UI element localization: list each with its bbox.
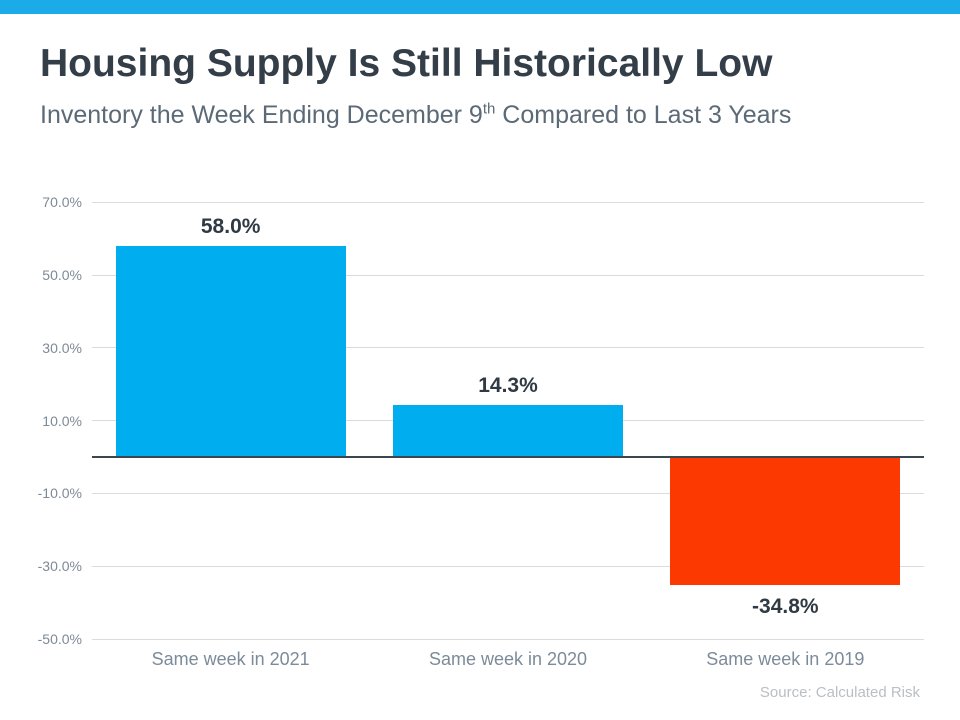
zero-axis-line: [92, 456, 924, 458]
gridline: [92, 201, 924, 203]
bar-value-label: 14.3%: [478, 373, 538, 397]
y-axis-tick-label: -50.0%: [37, 631, 82, 647]
gridline: [92, 638, 924, 640]
x-axis-label: Same week in 2021: [151, 649, 310, 669]
source-note: Source: Calculated Risk: [759, 684, 920, 701]
y-axis-tick-label: -10.0%: [37, 485, 82, 502]
y-axis-tick-label: 50.0%: [42, 267, 82, 283]
bar-2: [393, 404, 623, 457]
subtitle-superscript: th: [482, 100, 496, 118]
x-axis-label: Same week in 2019: [706, 649, 865, 669]
subtitle-text-after: Compared to Last 3 Years: [495, 101, 792, 129]
gridline: [92, 274, 924, 276]
bar-3: [670, 458, 901, 585]
gridline: [92, 347, 924, 349]
y-axis-tick-label: 10.0%: [42, 412, 82, 429]
gridline: [92, 565, 924, 567]
x-axis-label: Same week in 2020: [428, 649, 588, 669]
page-subtitle: Inventory the Week Ending December 9th C…: [40, 101, 791, 130]
page-title: Housing Supply Is Still Historically Low: [40, 42, 773, 85]
bar-value-label: -34.8%: [752, 594, 819, 618]
top-accent-bar: [0, 0, 960, 14]
y-axis-tick-label: -30.0%: [37, 558, 82, 575]
subtitle-text: Inventory the Week Ending December 9: [40, 101, 483, 129]
y-axis-tick-label: 70.0%: [42, 194, 82, 211]
bar-1: [115, 245, 346, 457]
gridline: [92, 492, 924, 494]
y-axis-tick-label: 30.0%: [42, 339, 82, 356]
bar-value-label: 58.0%: [200, 214, 261, 238]
